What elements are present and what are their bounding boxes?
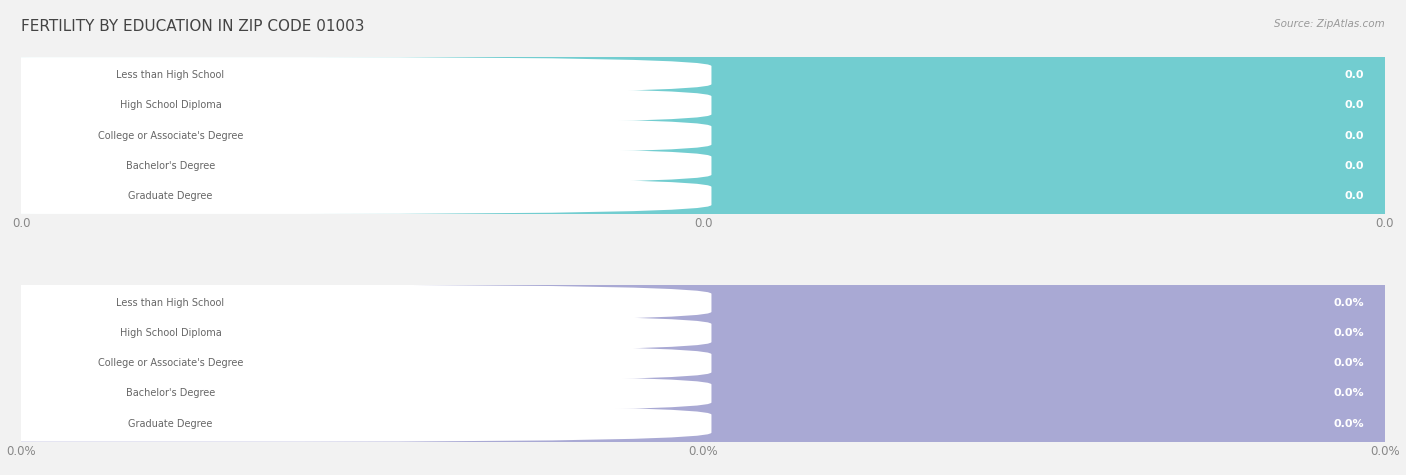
- FancyBboxPatch shape: [0, 285, 711, 321]
- FancyBboxPatch shape: [21, 322, 1385, 344]
- FancyBboxPatch shape: [0, 315, 711, 351]
- Text: High School Diploma: High School Diploma: [120, 328, 221, 338]
- Text: Graduate Degree: Graduate Degree: [128, 191, 212, 201]
- FancyBboxPatch shape: [0, 148, 711, 184]
- Text: College or Associate's Degree: College or Associate's Degree: [98, 131, 243, 141]
- Text: Graduate Degree: Graduate Degree: [128, 418, 212, 428]
- FancyBboxPatch shape: [0, 117, 711, 153]
- Text: 0.0%: 0.0%: [1334, 358, 1364, 368]
- FancyBboxPatch shape: [0, 145, 1406, 186]
- FancyBboxPatch shape: [21, 412, 1385, 435]
- FancyBboxPatch shape: [21, 291, 1385, 314]
- FancyBboxPatch shape: [0, 373, 1406, 414]
- Text: 0.0%: 0.0%: [1334, 328, 1364, 338]
- Text: High School Diploma: High School Diploma: [120, 100, 221, 110]
- FancyBboxPatch shape: [21, 154, 1385, 177]
- FancyBboxPatch shape: [0, 115, 1406, 156]
- Text: Source: ZipAtlas.com: Source: ZipAtlas.com: [1274, 19, 1385, 29]
- FancyBboxPatch shape: [21, 184, 1385, 208]
- Text: 0.0%: 0.0%: [1334, 418, 1364, 428]
- FancyBboxPatch shape: [21, 352, 1385, 375]
- FancyBboxPatch shape: [21, 94, 1385, 117]
- FancyBboxPatch shape: [0, 282, 1406, 323]
- Text: 0.0: 0.0: [1346, 70, 1364, 80]
- FancyBboxPatch shape: [0, 375, 711, 411]
- FancyBboxPatch shape: [0, 406, 711, 442]
- Text: 0.0%: 0.0%: [1334, 389, 1364, 399]
- Text: FERTILITY BY EDUCATION IN ZIP CODE 01003: FERTILITY BY EDUCATION IN ZIP CODE 01003: [21, 19, 364, 34]
- Text: 0.0: 0.0: [1346, 191, 1364, 201]
- FancyBboxPatch shape: [0, 57, 711, 93]
- Text: Bachelor's Degree: Bachelor's Degree: [125, 161, 215, 171]
- Text: 0.0: 0.0: [1346, 131, 1364, 141]
- Text: Less than High School: Less than High School: [117, 70, 225, 80]
- FancyBboxPatch shape: [0, 345, 711, 381]
- FancyBboxPatch shape: [0, 85, 1406, 126]
- Text: 0.0%: 0.0%: [1334, 298, 1364, 308]
- FancyBboxPatch shape: [0, 175, 1406, 217]
- FancyBboxPatch shape: [0, 403, 1406, 444]
- FancyBboxPatch shape: [0, 313, 1406, 353]
- Text: College or Associate's Degree: College or Associate's Degree: [98, 358, 243, 368]
- FancyBboxPatch shape: [21, 382, 1385, 405]
- FancyBboxPatch shape: [21, 64, 1385, 86]
- FancyBboxPatch shape: [0, 342, 1406, 384]
- Text: 0.0: 0.0: [1346, 100, 1364, 110]
- FancyBboxPatch shape: [0, 87, 711, 124]
- FancyBboxPatch shape: [21, 124, 1385, 147]
- Text: 0.0: 0.0: [1346, 161, 1364, 171]
- Text: Bachelor's Degree: Bachelor's Degree: [125, 389, 215, 399]
- FancyBboxPatch shape: [0, 178, 711, 214]
- Text: Less than High School: Less than High School: [117, 298, 225, 308]
- FancyBboxPatch shape: [0, 55, 1406, 95]
